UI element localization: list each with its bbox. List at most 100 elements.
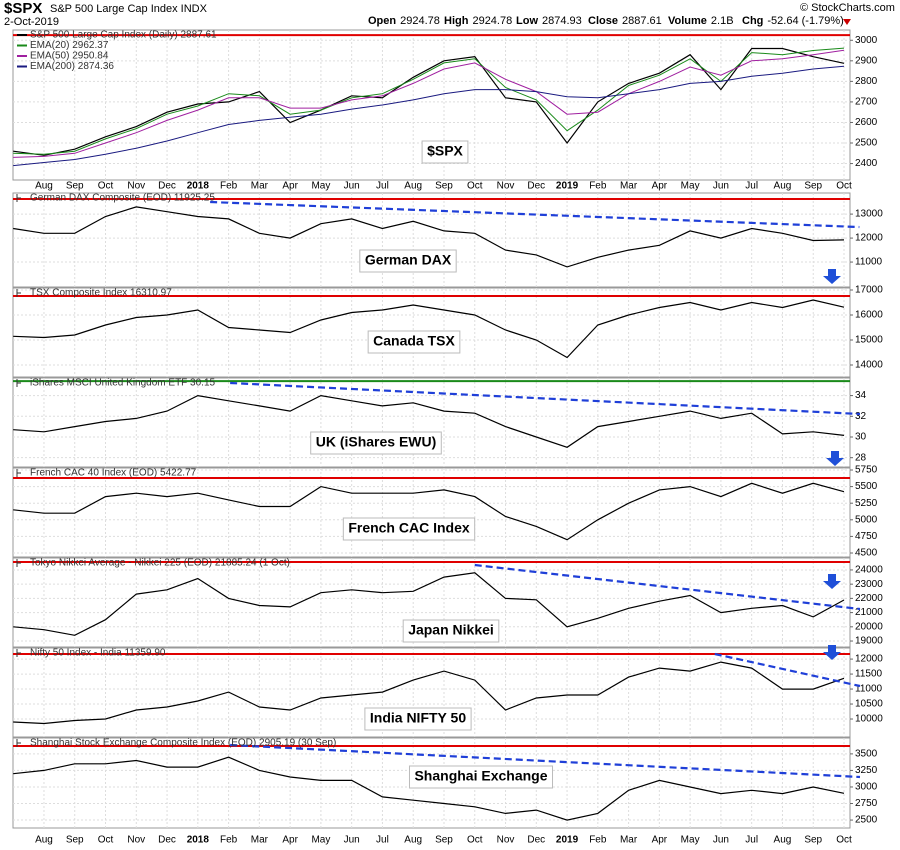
panel-frame [12,647,851,738]
quote-item: Chg -52.64 (-1.79%) [742,15,844,27]
series-line [13,572,845,636]
panel-label-box [310,431,442,455]
x-tick-label: Sep [66,835,84,846]
legend-icon [16,559,21,567]
x-tick-label: Dec [158,181,176,192]
quote-label: High [444,15,469,27]
quote-item: Volume 2.1B [668,15,734,27]
series-line [13,65,845,167]
symbol: $SPX [4,0,42,17]
legend-entry: iShares MSCI United Kingdom ETF 30.15 [30,378,216,389]
legend-entry: EMA(50) 2950.84 [30,51,109,62]
x-tick-label: Apr [282,835,298,846]
panel-label: Canada TSX [373,333,455,349]
panel-frame [12,737,851,829]
legend-icon [16,194,21,202]
quote-label: Low [516,15,538,27]
series-line [13,206,845,268]
x-tick-label: 2019 [556,181,579,192]
x-tick-label: Sep [66,181,84,192]
series-line [13,482,845,541]
x-tick-label: Feb [589,835,607,846]
y-tick-label: 3500 [855,749,878,760]
x-tick-label: Mar [251,835,269,846]
x-tick-label: May [681,181,700,192]
y-tick-label: 17000 [855,285,883,296]
panel: 19000 20000 21000 22000 23000 24000 Tokyo Nikk… [12,557,883,648]
trend-line [714,652,861,688]
x-tick-label: Sep [804,181,822,192]
trend-line [474,563,861,611]
trend-line [230,743,861,779]
x-tick-label: Jul [745,181,758,192]
y-tick-label: 3250 [855,765,878,776]
x-tick-label: Oct [467,835,483,846]
y-tick-label: 11000 [855,684,883,695]
y-tick-label: 16000 [855,310,883,321]
legend-entry: TSX Composite Index 16310.97 [30,288,172,299]
y-tick-label: 2400 [855,158,878,169]
quote-value: 2874.93 [542,15,582,27]
trend-line [230,381,861,416]
series-line [13,299,845,359]
x-tick-label: Jun [713,181,729,192]
y-tick-label: 2800 [855,76,878,87]
y-tick-label: 3000 [855,782,878,793]
panel-frame [12,557,851,648]
panel: 2400 2500 2600 2700 2800 2900 3000 S&P 500 Larg… [12,29,878,181]
panel-frame [12,29,851,181]
panel-frame [12,287,851,378]
y-tick-label: 2500 [855,138,878,149]
credit: © StockCharts.com [800,2,895,14]
x-tick-label: Feb [589,181,607,192]
legend-entry: Shanghai Stock Exchange Composite Index … [30,738,336,749]
x-tick-label: Dec [158,835,176,846]
y-tick-label: 10500 [855,699,883,710]
panel-frame [12,192,851,288]
panel-label: India NIFTY 50 [370,710,466,726]
legend-entry: EMA(20) 2962.37 [30,40,109,51]
x-tick-label: Oct [836,181,852,192]
x-tick-label: Oct [98,835,114,846]
quote-item: High 2924.78 [444,15,512,27]
panel-label-box [421,140,469,164]
y-tick-label: 19000 [855,636,883,647]
x-tick-label: Mar [620,835,638,846]
y-tick-label: 10000 [855,714,883,725]
legend-entry: German DAX Composite (EOD) 11925.25 [30,193,215,204]
y-tick-label: 11000 [855,257,883,268]
panel-label-box [402,619,500,643]
panel: 11000 12000 13000 German DAX Composite (EOD… [12,192,883,288]
instrument-name: S&P 500 Large Cap Index INDX [50,3,208,15]
x-tick-label: Feb [220,181,238,192]
y-tick-label: 23000 [855,579,883,590]
x-tick-label: Apr [652,181,668,192]
quote-item: Open 2924.78 [368,15,440,27]
legend-entry: Tokyo Nikkei Average - Nikkei 225 (EOD) … [30,558,290,569]
trend-line [210,200,860,229]
y-tick-label: 13000 [855,209,883,220]
x-tick-label: Aug [774,181,792,192]
x-tick-label: 2018 [187,181,210,192]
x-tick-label: Dec [527,835,545,846]
panel: 2500 2750 3000 3250 3500 Shanghai Stock Excha… [12,737,878,829]
x-tick-label: Aug [404,181,422,192]
x-tick-label: Jul [745,835,758,846]
arrow [823,574,841,589]
panel-label: $SPX [427,143,463,159]
panel: 10000 10500 11000 11500 12000 Nifty 50 Index … [12,647,883,738]
y-tick-label: 5750 [855,465,878,476]
legend-entry: French CAC 40 Index (EOD) 5422.77 [30,468,197,479]
panel: 14000 15000 16000 17000 TSX Composite Index … [12,285,883,378]
x-tick-label: Apr [652,835,668,846]
y-tick-label: 3000 [855,35,878,46]
x-tick-label: Sep [435,181,453,192]
x-tick-label: Oct [98,181,114,192]
x-tick-label: Jul [376,181,389,192]
y-tick-label: 15000 [855,335,883,346]
x-tick-label: Sep [435,835,453,846]
x-tick-label: Nov [127,181,145,192]
x-tick-label: May [311,835,330,846]
y-tick-label: 2750 [855,798,878,809]
